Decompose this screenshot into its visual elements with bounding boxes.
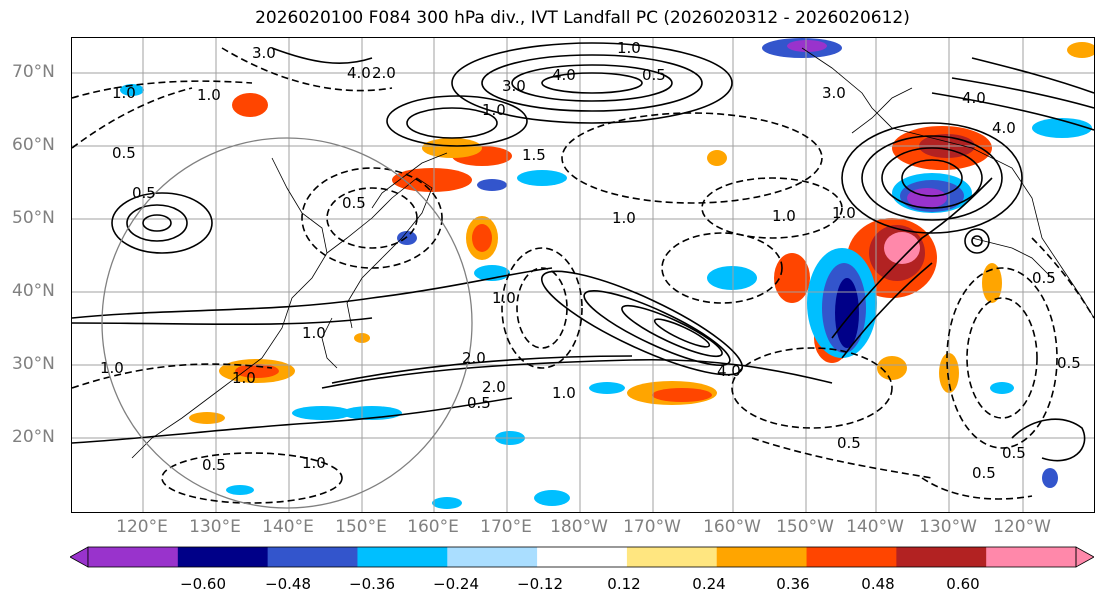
lon-label-150e: 150°E	[335, 517, 387, 537]
contour-label: 1.0	[617, 39, 641, 57]
contour-label: 1.0	[772, 207, 796, 225]
ivt-contours	[72, 42, 1094, 462]
contour-label: 0.5	[112, 144, 136, 162]
contour-labels: 1.0 0.5 2.0 3.0 4.0 1.0 1.5 1.0 3.0 4.0 …	[100, 39, 1081, 482]
contour-label: 4.0	[962, 89, 986, 107]
contour-label: 0.5	[642, 66, 666, 84]
map-plot: 1.0 0.5 2.0 3.0 4.0 1.0 1.5 1.0 3.0 4.0 …	[72, 38, 1094, 512]
ivt-region-circle	[101, 137, 473, 509]
contour-label: 1.0	[482, 101, 506, 119]
contour-label: 1.0	[197, 86, 221, 104]
lon-label-140e: 140°E	[262, 517, 314, 537]
colorbar-tick-label: 0.24	[692, 575, 726, 593]
contour-label: 0.5	[467, 394, 491, 412]
lon-label-170e: 170°E	[480, 517, 532, 537]
contour-label: 1.0	[832, 204, 856, 222]
contour-label: 1.5	[522, 146, 546, 164]
colorbar-segment	[626, 547, 718, 567]
colorbar-tick-label: −0.48	[265, 575, 311, 593]
colorbar-segment	[806, 547, 897, 567]
contour-label: 3.0	[502, 77, 526, 95]
contour-label: 1.0	[112, 84, 136, 102]
lat-label-20: 20°N	[12, 427, 55, 447]
lat-label-30: 30°N	[12, 354, 55, 374]
contour-label: 0.5	[837, 434, 861, 452]
colorbar-segment	[267, 547, 358, 567]
map-panel: 1.0 0.5 2.0 3.0 4.0 1.0 1.5 1.0 3.0 4.0 …	[71, 37, 1095, 513]
colorbar-extend-max	[1075, 546, 1094, 568]
colorbar-tick-label: −0.24	[433, 575, 479, 593]
contour-label: 1.0	[302, 454, 326, 472]
colorbar-tick-label: 0.36	[776, 575, 810, 593]
colorbar-segment	[177, 547, 269, 567]
contour-label: 2.0	[372, 64, 396, 82]
lon-label-180w: 180°W	[550, 517, 608, 537]
contour-label: 3.0	[822, 84, 846, 102]
contour-label: 2.0	[462, 349, 486, 367]
colorbar-segment	[896, 547, 987, 567]
colorbar-segment	[357, 547, 448, 567]
lon-label-150w: 150°W	[776, 517, 834, 537]
lat-label-60: 60°N	[12, 135, 55, 155]
lon-label-170w: 170°W	[623, 517, 681, 537]
contour-label: 2.0	[482, 378, 506, 396]
contour-label: 0.5	[132, 184, 156, 202]
colorbar-segment	[537, 547, 628, 567]
lat-label-40: 40°N	[12, 281, 55, 301]
colorbar-tick-label: 0.48	[861, 575, 895, 593]
colorbar-tick-label: −0.60	[180, 575, 226, 593]
lon-label-120w: 120°W	[993, 517, 1051, 537]
contour-label: 1.0	[232, 369, 256, 387]
coastlines	[131, 47, 1094, 459]
contour-label: 1.0	[100, 359, 124, 377]
map-title: 2026020100 F084 300 hPa div., IVT Landfa…	[255, 8, 910, 28]
contour-label: 0.5	[1057, 354, 1081, 372]
lon-label-130w: 130°W	[919, 517, 977, 537]
contour-label: 4.0	[717, 362, 741, 380]
contour-label: 0.5	[972, 464, 996, 482]
contour-label: 0.5	[202, 456, 226, 474]
colorbar-tick-label: −0.12	[517, 575, 563, 593]
lat-label-50: 50°N	[12, 208, 55, 228]
contour-label: 1.0	[302, 324, 326, 342]
colorbar	[70, 546, 1094, 568]
lon-label-160w: 160°W	[703, 517, 761, 537]
contour-label: 4.0	[552, 66, 576, 84]
lon-label-140w: 140°W	[846, 517, 904, 537]
colorbar-tick-label: 0.60	[946, 575, 980, 593]
colorbar-segment	[447, 547, 538, 567]
lat-label-70: 70°N	[12, 62, 55, 82]
colorbar-segment	[986, 547, 1077, 567]
colorbar-segments	[70, 546, 1094, 568]
negative-contours	[72, 47, 1094, 504]
contour-label: 0.5	[1002, 444, 1026, 462]
colorbar-segment	[88, 547, 179, 567]
contour-label: 1.0	[612, 209, 636, 227]
lon-label-160e: 160°E	[407, 517, 459, 537]
lon-label-120e: 120°E	[116, 517, 168, 537]
contour-label: 0.5	[342, 194, 366, 212]
contour-label: 1.0	[492, 289, 516, 307]
contour-label: 0.5	[1032, 269, 1056, 287]
lon-label-130e: 130°E	[189, 517, 241, 537]
contour-label: 4.0	[992, 119, 1016, 137]
contour-label: 3.0	[252, 44, 276, 62]
colorbar-tick-label: 0.12	[607, 575, 641, 593]
colorbar-extend-min	[70, 546, 89, 568]
contour-label: 1.0	[552, 384, 576, 402]
colorbar-tick-label: −0.36	[349, 575, 395, 593]
colorbar-outline	[87, 546, 1077, 568]
contour-label: 4.0	[347, 64, 371, 82]
colorbar-segment	[716, 547, 808, 567]
